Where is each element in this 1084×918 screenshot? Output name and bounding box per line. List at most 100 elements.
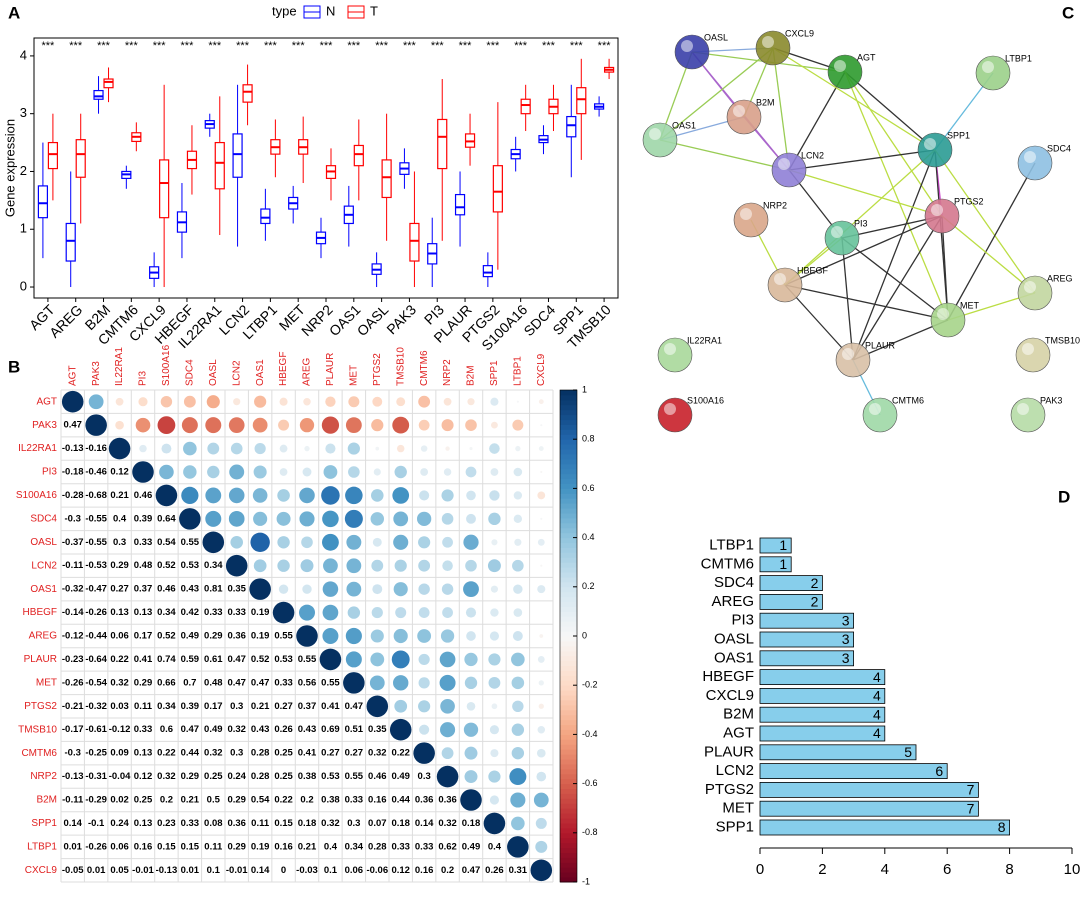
corr-circle bbox=[322, 604, 339, 621]
corr-value: 0.33 bbox=[274, 677, 293, 688]
network-edge bbox=[772, 47, 936, 151]
corr-value: 0.47 bbox=[63, 420, 82, 431]
corr-circle bbox=[161, 443, 172, 454]
corr-value: 0.1 bbox=[207, 865, 221, 876]
colorbar-step bbox=[560, 754, 577, 760]
node-highlight bbox=[982, 61, 994, 73]
corr-circle bbox=[393, 511, 409, 527]
corr-circle bbox=[322, 510, 339, 528]
corr-circle bbox=[535, 817, 547, 829]
network-edge bbox=[844, 71, 949, 321]
corr-circle bbox=[135, 417, 151, 433]
corr-value: 0.47 bbox=[345, 701, 364, 712]
corr-circle bbox=[279, 468, 288, 476]
node-highlight bbox=[681, 40, 693, 52]
col-label: IL22RA1 bbox=[114, 347, 125, 386]
box bbox=[437, 118, 448, 170]
colorbar-step bbox=[560, 749, 577, 755]
bar bbox=[759, 537, 792, 554]
node-label: LCN2 bbox=[801, 150, 824, 160]
colorbar-step bbox=[560, 449, 577, 455]
corr-value: 0.36 bbox=[227, 818, 246, 829]
corr-circle bbox=[371, 559, 384, 572]
corr-circle bbox=[371, 419, 384, 432]
corr-circle bbox=[511, 652, 525, 667]
box bbox=[576, 87, 587, 115]
corr-value: 0.07 bbox=[368, 818, 387, 829]
colorbar-step bbox=[560, 439, 577, 445]
corr-circle bbox=[301, 536, 313, 549]
y-tick-label: LTBP1 bbox=[709, 536, 754, 553]
corr-value: -0.32 bbox=[62, 584, 84, 595]
colorbar-step bbox=[560, 626, 577, 632]
corr-value: 0.12 bbox=[134, 771, 153, 782]
corr-value: -0.32 bbox=[85, 701, 107, 712]
colorbar-step bbox=[560, 650, 577, 657]
corr-value: 0.4 bbox=[488, 841, 502, 852]
corr-circle bbox=[540, 517, 543, 520]
bar bbox=[759, 744, 917, 761]
row-label: B2M bbox=[36, 795, 57, 806]
corr-value: 0.32 bbox=[368, 748, 387, 759]
corr-circle bbox=[465, 559, 477, 572]
corr-circle bbox=[507, 836, 529, 858]
corr-value: 0.48 bbox=[204, 677, 223, 688]
row-label: AREG bbox=[29, 631, 58, 642]
corr-value: 0.3 bbox=[113, 537, 126, 548]
corr-value: -0.47 bbox=[85, 584, 107, 595]
network-edge bbox=[841, 237, 854, 361]
colorbar-step bbox=[560, 852, 577, 858]
corr-circle bbox=[181, 486, 199, 505]
corr-circle bbox=[157, 416, 176, 435]
corr-circle bbox=[346, 558, 362, 574]
node-label: SDC4 bbox=[1047, 143, 1071, 153]
corr-value: 0.49 bbox=[462, 841, 481, 852]
corr-value: 0.2 bbox=[160, 795, 173, 806]
row-label: CMTM6 bbox=[21, 748, 57, 759]
corr-value: 0.33 bbox=[204, 607, 223, 618]
x-tick-label: 2 bbox=[818, 861, 826, 878]
corr-value: 0.53 bbox=[274, 654, 293, 665]
corr-value: 0.25 bbox=[274, 771, 293, 782]
corr-circle bbox=[490, 585, 499, 593]
colorbar-step bbox=[560, 724, 577, 730]
corr-value: 0.12 bbox=[391, 865, 410, 876]
corr-value: 0.55 bbox=[321, 677, 340, 688]
corr-value: 0.55 bbox=[345, 771, 364, 782]
corr-value: 0.16 bbox=[274, 841, 293, 852]
corr-value: 0 bbox=[281, 865, 286, 876]
colorbar-step bbox=[560, 537, 577, 544]
corr-circle bbox=[483, 812, 506, 835]
corr-value: 0.3 bbox=[230, 701, 243, 712]
significance: *** bbox=[403, 40, 417, 52]
corr-value: 0.15 bbox=[181, 841, 200, 852]
corr-value: 0.41 bbox=[298, 748, 317, 759]
corr-circle bbox=[371, 606, 383, 619]
row-label: LCN2 bbox=[31, 560, 57, 571]
corr-circle bbox=[323, 465, 338, 479]
corr-value: 0.47 bbox=[181, 724, 200, 735]
colorbar-step bbox=[560, 399, 577, 406]
corr-circle bbox=[538, 399, 544, 405]
corr-value: 0.43 bbox=[298, 724, 317, 735]
corr-circle bbox=[348, 466, 360, 478]
x-tick-label: 10 bbox=[1064, 861, 1081, 878]
network-edge bbox=[659, 47, 774, 141]
corr-value: 0.33 bbox=[345, 795, 364, 806]
corr-value: 0.27 bbox=[274, 701, 293, 712]
corr-value: 0.52 bbox=[157, 631, 176, 642]
colorbar-step bbox=[560, 458, 577, 465]
corr-circle bbox=[419, 490, 430, 501]
bar bbox=[759, 594, 823, 610]
corr-circle bbox=[108, 437, 131, 460]
corr-value: 0.19 bbox=[251, 631, 270, 642]
corr-value: 0.18 bbox=[462, 818, 481, 829]
corr-circle bbox=[466, 513, 476, 524]
corr-circle bbox=[513, 514, 523, 524]
corr-value: -0.26 bbox=[62, 677, 84, 688]
corr-value: 0.01 bbox=[87, 865, 106, 876]
corr-circle bbox=[537, 538, 545, 546]
colorbar-step bbox=[560, 562, 577, 568]
colorbar-step bbox=[560, 394, 577, 401]
node-highlight bbox=[664, 403, 676, 415]
